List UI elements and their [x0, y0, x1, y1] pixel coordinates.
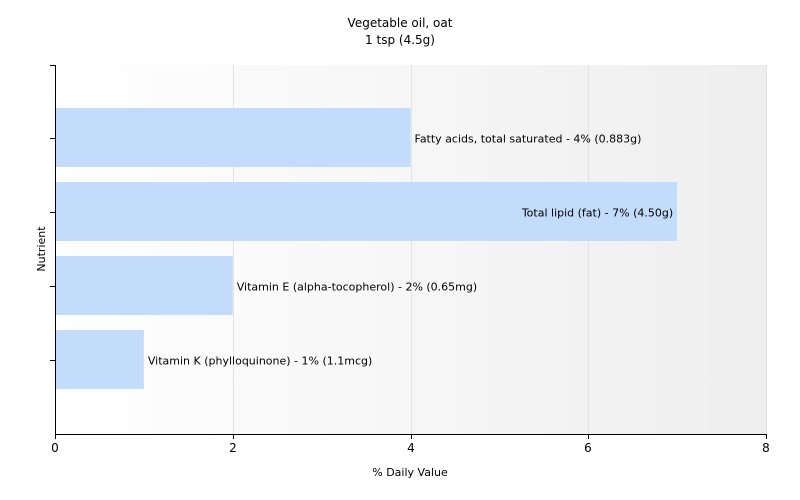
bar: [56, 108, 411, 167]
x-axis-label: % Daily Value: [372, 466, 448, 479]
x-tick-label: 0: [51, 441, 59, 455]
axes: [50, 65, 767, 439]
bar-label: Vitamin K (phylloquinone) - 1% (1.1mcg): [148, 355, 372, 368]
x-tick-label: 4: [407, 441, 415, 455]
bar: [56, 256, 233, 315]
bar: [56, 330, 144, 389]
bar-label: Vitamin E (alpha-tocopherol) - 2% (0.65m…: [237, 281, 477, 294]
bar: [56, 182, 678, 241]
x-tick-label: 8: [762, 441, 770, 455]
x-tick-label: 6: [584, 441, 592, 455]
y-axis-label: Nutrient: [35, 226, 48, 272]
bars: Fatty acids, total saturated - 4% (0.883…: [56, 108, 678, 389]
chart-title: Vegetable oil, oat: [348, 16, 453, 30]
bar-label: Fatty acids, total saturated - 4% (0.883…: [415, 133, 642, 146]
x-tick-label: 2: [229, 441, 237, 455]
tick-labels: 0 2 4 6 8: [51, 441, 770, 455]
bar-label: Total lipid (fat) - 7% (4.50g): [521, 207, 673, 220]
chart-subtitle: 1 tsp (4.5g): [365, 33, 435, 47]
